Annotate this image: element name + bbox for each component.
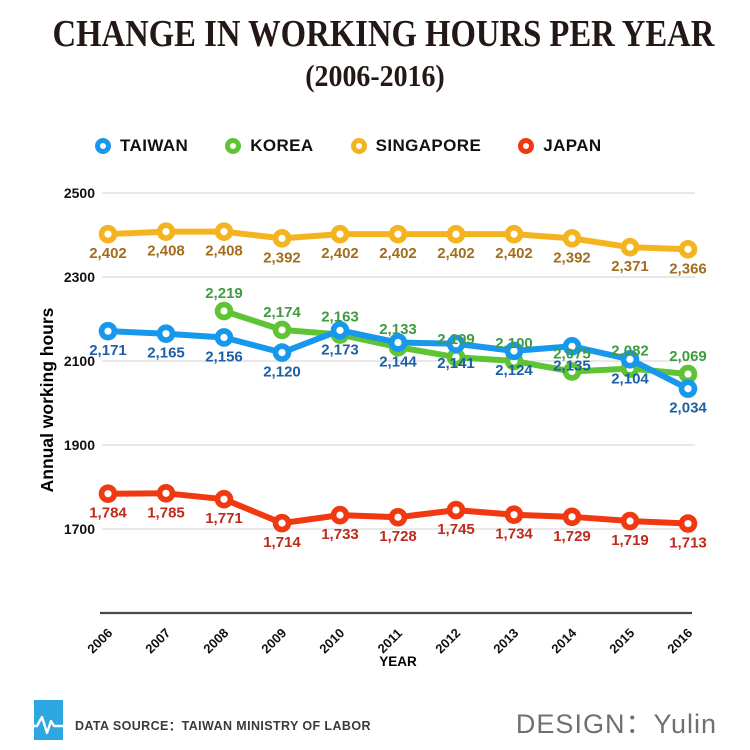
point-value-label: 2,141 (437, 355, 475, 372)
svg-text:2007: 2007 (142, 625, 173, 656)
svg-text:2100: 2100 (64, 353, 95, 369)
legend: TAIWAN KOREA SINGAPORE JAPAN (95, 136, 602, 156)
svg-text:1900: 1900 (64, 437, 95, 453)
taiwan-ring-icon (95, 138, 111, 154)
point-value-label: 2,408 (147, 243, 185, 260)
svg-text:2016: 2016 (664, 625, 695, 656)
point-value-label: 1,729 (553, 528, 591, 545)
working-hours-line-chart: 2500 2300 2100 1900 1700 Annual working hours… (37, 185, 707, 669)
labels-taiwan: 2,171 2,165 2,156 2,120 2,173 2,144 2,141 2,124… (89, 341, 707, 416)
point-value-label: 2,156 (205, 348, 243, 365)
labels-japan: 1,784 1,785 1,771 1,714 1,733 1,728 1,745 1,734… (89, 504, 707, 551)
point-value-label: 2,120 (263, 364, 301, 381)
svg-text:2010: 2010 (316, 625, 347, 656)
point-value-label: 1,771 (205, 510, 243, 527)
point-value-label: 2,402 (379, 245, 417, 262)
point-value-label: 2,165 (147, 345, 185, 362)
legend-item-singapore: SINGAPORE (350, 136, 482, 156)
point-value-label: 2,144 (379, 354, 417, 371)
pulse-icon (25, 700, 65, 740)
point-value-label: 2,408 (205, 243, 243, 260)
point-value-label: 2,171 (89, 342, 127, 359)
point-value-label: 2,135 (553, 357, 591, 374)
series-singapore (98, 222, 698, 259)
point-value-label: 2,104 (611, 370, 649, 387)
svg-text:1700: 1700 (64, 521, 95, 537)
point-value-label: 2,402 (437, 245, 475, 262)
labels-singapore: 2,402 2,408 2,408 2,392 2,402 2,402 2,402 2,402… (89, 243, 707, 278)
svg-text:2009: 2009 (258, 625, 289, 656)
point-value-label: 2,124 (495, 362, 533, 379)
svg-text:2300: 2300 (64, 269, 95, 285)
point-value-label: 1,734 (495, 526, 533, 543)
legend-label: JAPAN (543, 136, 602, 155)
point-value-label: 2,392 (263, 249, 301, 266)
singapore-ring-icon (350, 138, 367, 154)
point-value-label: 1,745 (437, 521, 475, 538)
point-value-label: 2,100 (495, 335, 533, 352)
series-japan (98, 484, 698, 533)
svg-text:2500: 2500 (64, 185, 95, 201)
legend-item-taiwan: TAIWAN (95, 136, 188, 156)
point-value-label: 2,082 (611, 343, 649, 360)
japan-ring-icon (518, 138, 535, 154)
point-value-label: 1,714 (263, 534, 301, 551)
legend-label: TAIWAN (120, 136, 189, 155)
x-axis-title: YEAR (379, 654, 417, 669)
legend-item-korea: KOREA (225, 136, 313, 156)
point-value-label: 2,174 (263, 304, 301, 321)
point-value-label: 2,402 (321, 245, 359, 262)
point-value-label: 1,713 (669, 535, 707, 552)
x-tick-labels: 2006 2007 2008 2009 2010 2011 2012 2013 2014 2015… (84, 625, 695, 657)
footer: DATA SOURCE：TAIWAN MINISTRY OF LABOR DES… (0, 694, 750, 750)
title-block: CHANGE IN WORKING HOURS PER YEAR (2006-2… (0, 13, 750, 94)
svg-text:2013: 2013 (490, 625, 521, 656)
y-tick-labels: 2500 2300 2100 1900 1700 (64, 185, 95, 537)
point-value-label: 1,784 (89, 505, 127, 522)
legend-label: SINGAPORE (375, 136, 482, 155)
point-value-label: 1,733 (321, 526, 359, 543)
point-value-label: 2,069 (669, 348, 707, 365)
page-subtitle: (2006-2016) (305, 57, 445, 93)
svg-text:2008: 2008 (200, 625, 231, 656)
point-value-label: 2,219 (205, 285, 243, 302)
point-value-label: 1,719 (611, 532, 649, 549)
point-value-label: 1,785 (147, 504, 185, 521)
svg-text:2015: 2015 (606, 625, 637, 656)
point-value-label: 2,173 (321, 341, 359, 358)
y-axis-title: Annual working hours (37, 307, 57, 492)
legend-item-japan: JAPAN (518, 136, 601, 156)
svg-text:2006: 2006 (84, 625, 115, 656)
gridlines (102, 192, 695, 530)
point-value-label: 2,163 (321, 309, 359, 326)
labels-korea: 2,219 2,174 2,163 2,133 2,109 2,100 2,075 2,082… (205, 285, 707, 365)
series-taiwan (98, 321, 698, 399)
point-value-label: 2,392 (553, 249, 591, 266)
point-value-label: 2,402 (89, 245, 127, 262)
page-title: CHANGE IN WORKING HOURS PER YEAR (52, 13, 715, 55)
point-value-label: 2,402 (495, 245, 533, 262)
data-source-text: DATA SOURCE：TAIWAN MINISTRY OF LABOR (75, 719, 371, 733)
legend-label: KOREA (250, 136, 314, 155)
svg-text:2011: 2011 (375, 626, 406, 657)
point-value-label: 2,371 (611, 258, 649, 275)
data-source: DATA SOURCE：TAIWAN MINISTRY OF LABOR (25, 700, 371, 741)
point-value-label: 2,075 (553, 346, 591, 363)
point-value-label: 2,133 (379, 321, 417, 338)
korea-ring-icon (225, 138, 242, 154)
point-value-label: 2,109 (437, 331, 475, 348)
point-value-label: 1,728 (379, 528, 417, 545)
svg-text:2014: 2014 (548, 625, 580, 657)
point-value-label: 2,034 (669, 400, 707, 417)
svg-text:2012: 2012 (432, 625, 463, 656)
design-credit: DESIGN：Yulin (515, 709, 717, 739)
point-value-label: 2,366 (669, 260, 707, 277)
